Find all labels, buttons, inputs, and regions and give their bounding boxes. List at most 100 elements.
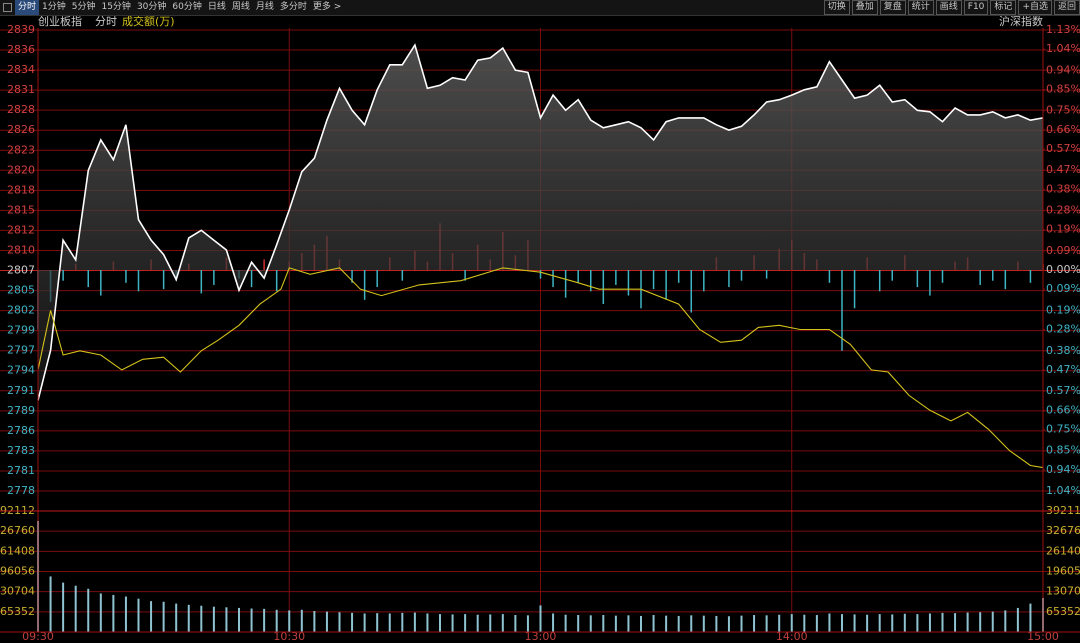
label-layer: 2778 2781 2783 2786 2789 2791 2794 2797 2799 2802… (0, 23, 1080, 643)
volume-bar (464, 614, 467, 632)
secondary-line (37, 267, 1044, 469)
volume-bar (966, 612, 969, 632)
volume-bar (853, 614, 856, 632)
tool-button[interactable]: 叠加 (851, 0, 878, 15)
volume-bar (413, 612, 416, 632)
x-tick-label: 14:00 (776, 630, 808, 643)
period-tab[interactable]: 60分钟 (172, 2, 202, 12)
toolbar-right: 切换 叠加 复盘 统计 画线 F10 标记 +自选 返回 (822, 0, 1080, 15)
tool-button[interactable]: 切换 (823, 0, 850, 15)
x-tick-label: 15:00 (1027, 630, 1059, 643)
change-bar (464, 270, 466, 281)
volume-tick-label-right: 326760 (1046, 524, 1080, 537)
y2-tick-label: 0.19% (1046, 223, 1080, 236)
tool-button[interactable]: 标记 (990, 0, 1017, 15)
change-bar (137, 270, 140, 292)
volume-bar (690, 615, 693, 632)
volume-tick-label-right: 130704 (1046, 585, 1080, 598)
volume-bar (288, 610, 291, 632)
y2-tick-label: 0.94% (1046, 463, 1080, 476)
period-tab[interactable]: 多分时 (279, 2, 307, 12)
volume-bar (99, 593, 102, 632)
period-tab[interactable]: 周线 (231, 2, 250, 12)
y2-tick-label: 0.75% (1046, 422, 1080, 435)
volume-title: 成交额(万) (122, 14, 175, 28)
volume-bar (112, 594, 115, 632)
index-name[interactable]: 沪深指数 (999, 14, 1043, 28)
x-tick-label: 13:00 (525, 630, 557, 643)
y-tick-label: 2812 (7, 223, 35, 236)
change-bar (602, 270, 605, 305)
y-tick-label: 2781 (7, 464, 35, 477)
change-bar (539, 270, 542, 279)
period-tab[interactable]: 1分钟 (42, 2, 66, 12)
period-tab[interactable]: 分时 (15, 0, 40, 15)
change-bar (878, 270, 881, 292)
volume-bar (916, 614, 919, 632)
change-bar (100, 270, 102, 296)
change-bar (979, 270, 981, 285)
y-tick-label: 2799 (7, 324, 35, 337)
y-tick-label: 2797 (7, 344, 35, 357)
change-bar (250, 270, 253, 288)
change-bar (87, 270, 89, 288)
period-tab[interactable]: 30分钟 (136, 2, 167, 12)
tool-button[interactable]: 画线 (935, 0, 962, 15)
volume-bar (401, 612, 404, 632)
volume-bar (765, 615, 768, 632)
y2-tick-label: 0.57% (1046, 384, 1080, 397)
volume-bar (162, 601, 165, 632)
volume-bar (451, 614, 454, 632)
change-bar (363, 270, 366, 300)
volume-bar (539, 605, 542, 632)
period-tab[interactable]: 5分钟 (71, 2, 96, 12)
change-bar (690, 270, 692, 313)
period-tab[interactable]: 15分钟 (101, 2, 131, 12)
volume-bar (627, 615, 630, 632)
volume-bar (702, 615, 705, 632)
y2-tick-label: 0.85% (1046, 82, 1080, 95)
change-bar (62, 270, 64, 281)
tool-button[interactable]: 返回 (1053, 0, 1080, 15)
y-tick-label: 2826 (7, 123, 35, 136)
tool-button[interactable]: 复盘 (879, 0, 906, 15)
volume-bar (928, 613, 931, 632)
period-tab[interactable]: 月线 (255, 2, 274, 12)
tool-button[interactable]: 统计 (907, 0, 934, 15)
volume-bar (1016, 607, 1019, 632)
toolbar: 分时 1分钟 5分钟 15分钟 30分钟 60分钟 日线 周线 月线 多分时 更多 > 切换 叠加 复盘… (0, 0, 1080, 16)
y2-tick-label: 1.04% (1046, 42, 1080, 55)
y-tick-label: 2807 (7, 264, 35, 277)
change-bar (351, 270, 353, 283)
volume-bar (891, 614, 894, 632)
volume-bar (1004, 610, 1007, 632)
chart-title: 创业板指 (38, 14, 82, 28)
change-bar (853, 270, 856, 309)
menu-icon[interactable] (3, 3, 12, 12)
volume-bar (991, 611, 994, 632)
volume-bar (363, 613, 366, 632)
change-bar (275, 270, 278, 292)
y-tick-label: 2823 (7, 143, 35, 156)
y2-tick-label: 0.09% (1046, 244, 1080, 257)
y2-tick-label: 0.94% (1046, 63, 1080, 76)
volume-bar (815, 615, 818, 632)
volume-bar (87, 588, 90, 632)
change-bar (828, 270, 831, 283)
y-tick-label: 2789 (7, 404, 35, 417)
tool-button[interactable]: F10 (963, 0, 989, 15)
change-bar (665, 270, 667, 300)
tool-button[interactable]: +自选 (1018, 0, 1052, 15)
volume-bar (1029, 603, 1032, 632)
change-bar (652, 270, 655, 290)
period-tab[interactable]: 日线 (207, 2, 226, 12)
volume-bar (62, 582, 65, 632)
change-bar (740, 270, 743, 281)
volume-bar (954, 613, 957, 632)
volume-bar (426, 613, 429, 632)
period-tab[interactable]: 更多 > (312, 2, 342, 12)
y-tick-label: 2805 (7, 284, 35, 297)
volume-tick-label-right: 261408 (1046, 544, 1080, 557)
